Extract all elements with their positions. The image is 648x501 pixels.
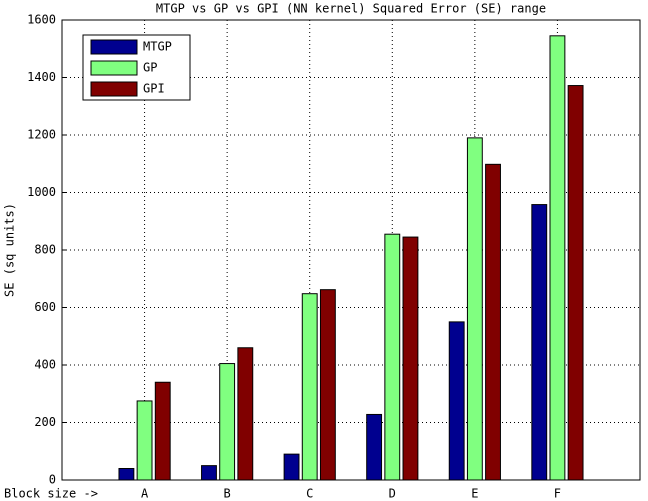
legend-label: MTGP bbox=[143, 40, 172, 54]
legend-swatch bbox=[90, 39, 138, 55]
y-tick-label: 400 bbox=[34, 358, 56, 372]
x-tick-label: E bbox=[471, 487, 478, 501]
x-tick-label: B bbox=[224, 487, 231, 501]
x-axis-label: Block size -> bbox=[4, 487, 98, 501]
x-tick-label: D bbox=[389, 487, 396, 501]
y-axis-label: SE (sq units) bbox=[3, 203, 17, 297]
legend-label: GP bbox=[143, 61, 157, 75]
bar bbox=[485, 163, 501, 481]
x-tick-label: A bbox=[141, 487, 149, 501]
y-tick-label: 800 bbox=[34, 243, 56, 257]
y-tick-label: 600 bbox=[34, 300, 56, 314]
legend-label: GPI bbox=[143, 82, 165, 96]
bar bbox=[567, 85, 584, 481]
chart-title: MTGP vs GP vs GPI (NN kernel) Squared Er… bbox=[156, 2, 546, 16]
y-tick-label: 1600 bbox=[27, 13, 56, 27]
bar bbox=[366, 413, 383, 481]
bar bbox=[118, 468, 135, 481]
y-tick-label: 0 bbox=[49, 473, 56, 487]
bar bbox=[531, 204, 548, 481]
y-tick-label: 200 bbox=[34, 415, 56, 429]
x-tick-label: C bbox=[306, 487, 313, 501]
y-tick-label: 1400 bbox=[27, 70, 56, 84]
y-tick-label: 1200 bbox=[27, 128, 56, 142]
bar bbox=[466, 137, 483, 481]
y-tick-label: 1000 bbox=[27, 185, 56, 199]
bar bbox=[237, 347, 254, 481]
bar bbox=[283, 453, 300, 481]
bar bbox=[301, 293, 318, 481]
bar bbox=[136, 400, 153, 481]
bar bbox=[219, 363, 236, 481]
bar bbox=[448, 321, 465, 481]
legend-swatch bbox=[90, 60, 138, 76]
bar bbox=[319, 289, 336, 481]
bar bbox=[402, 236, 419, 481]
bar bbox=[384, 233, 401, 481]
legend-swatch bbox=[90, 81, 138, 97]
axes-box bbox=[61, 19, 641, 481]
bar bbox=[201, 465, 217, 481]
bar bbox=[154, 381, 171, 481]
bar bbox=[549, 35, 566, 481]
x-tick-label: F bbox=[554, 487, 561, 501]
